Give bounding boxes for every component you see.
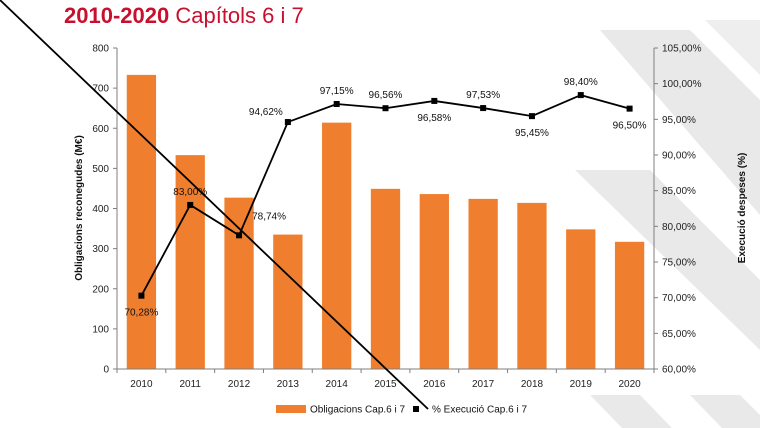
y-tick-label: 400 bbox=[92, 204, 109, 215]
bar bbox=[614, 241, 645, 369]
legend-line-label: % Execució Cap.6 i 7 bbox=[432, 405, 527, 416]
line-point bbox=[284, 119, 291, 126]
y-axis-title: Obligacions reconegudes (M€) bbox=[74, 135, 85, 281]
bars-group bbox=[126, 74, 645, 369]
x-tick-label: 2014 bbox=[326, 379, 349, 390]
x-tick-label: 2011 bbox=[179, 379, 201, 390]
bar bbox=[468, 198, 498, 369]
line-point bbox=[138, 292, 145, 299]
bar bbox=[126, 74, 157, 369]
line-data-label: 96,58% bbox=[417, 113, 451, 124]
bar bbox=[224, 197, 254, 369]
legend-line-marker bbox=[413, 406, 419, 412]
y2-tick-label: 90,00% bbox=[662, 151, 696, 162]
y-tick-label: 500 bbox=[92, 164, 109, 175]
line-point bbox=[187, 201, 194, 208]
line-data-label: 78,74% bbox=[252, 211, 286, 222]
line-data-label: 70,28% bbox=[124, 308, 158, 319]
bar bbox=[322, 122, 352, 369]
line-data-label: 98,40% bbox=[564, 77, 598, 88]
axes-group: 0 100 200 300 400 500 600 700 800 60,00% 65,00% 70,… bbox=[92, 44, 701, 391]
bar bbox=[273, 234, 303, 369]
line-point bbox=[333, 100, 340, 107]
y2-tick-label: 100,00% bbox=[662, 79, 702, 90]
y2-tick-label: 75,00% bbox=[662, 258, 696, 269]
slide-title-years: 2010-2020 bbox=[64, 3, 170, 28]
slide-title-text: Capítols 6 i 7 bbox=[175, 3, 304, 28]
legend-bar-label: Obligacions Cap.6 i 7 bbox=[310, 405, 405, 416]
y-tick-label: 300 bbox=[92, 244, 109, 255]
line-point bbox=[626, 105, 633, 112]
y2-tick-label: 60,00% bbox=[662, 365, 696, 376]
legend: Obligacions Cap.6 i 7 % Execució Cap.6 i… bbox=[0, 0, 527, 416]
line-data-label: 97,15% bbox=[320, 86, 354, 97]
y-tick-label: 800 bbox=[92, 44, 109, 55]
line-point bbox=[577, 92, 584, 99]
line-data-label: 95,45% bbox=[515, 128, 549, 139]
y2-tick-label: 95,00% bbox=[662, 115, 696, 126]
line-point bbox=[382, 105, 389, 112]
x-tick-label: 2017 bbox=[472, 379, 495, 390]
y2-tick-label: 85,00% bbox=[662, 186, 696, 197]
legend-line-swatch bbox=[0, 0, 429, 410]
legend-bar-swatch bbox=[276, 405, 306, 413]
y-tick-label: 100 bbox=[92, 324, 109, 335]
x-tick-label: 2018 bbox=[521, 379, 544, 390]
line-point bbox=[431, 97, 438, 104]
line-data-label: 96,56% bbox=[369, 90, 403, 101]
x-tick-label: 2010 bbox=[130, 379, 153, 390]
bar bbox=[419, 194, 449, 369]
line-point bbox=[528, 113, 535, 120]
x-tick-label: 2019 bbox=[570, 379, 593, 390]
x-tick-label: 2013 bbox=[277, 379, 300, 390]
x-tick-label: 2015 bbox=[374, 379, 397, 390]
x-tick-label: 2016 bbox=[423, 379, 446, 390]
line-data-label: 97,53% bbox=[466, 90, 500, 101]
y-tick-label: 600 bbox=[92, 124, 109, 135]
y-tick-label: 700 bbox=[92, 84, 109, 95]
y2-tick-label: 105,00% bbox=[662, 44, 702, 55]
line-point bbox=[236, 232, 243, 239]
bar bbox=[566, 229, 596, 369]
y2-tick-label: 70,00% bbox=[662, 293, 696, 304]
x-tick-label: 2020 bbox=[618, 379, 641, 390]
line-data-label: 83,00% bbox=[173, 187, 207, 198]
bar bbox=[517, 202, 547, 369]
line-layer: 70,28% 83,00% 78,74% 94,62% 97,15% 96,56% 96,5… bbox=[124, 77, 646, 319]
x-tick-label: 2012 bbox=[228, 379, 251, 390]
line-point bbox=[480, 105, 487, 112]
y2-axis-title: Execució despeses (%) bbox=[737, 153, 748, 264]
y-tick-label: 0 bbox=[103, 365, 109, 376]
y2-tick-label: 80,00% bbox=[662, 222, 696, 233]
slide-title: 2010-2020 Capítols 6 i 7 bbox=[64, 3, 304, 29]
y-tick-label: 200 bbox=[92, 284, 109, 295]
line-data-label: 96,50% bbox=[613, 121, 647, 132]
bar bbox=[370, 188, 401, 369]
line-data-label: 94,62% bbox=[249, 107, 283, 118]
y2-tick-label: 65,00% bbox=[662, 329, 696, 340]
